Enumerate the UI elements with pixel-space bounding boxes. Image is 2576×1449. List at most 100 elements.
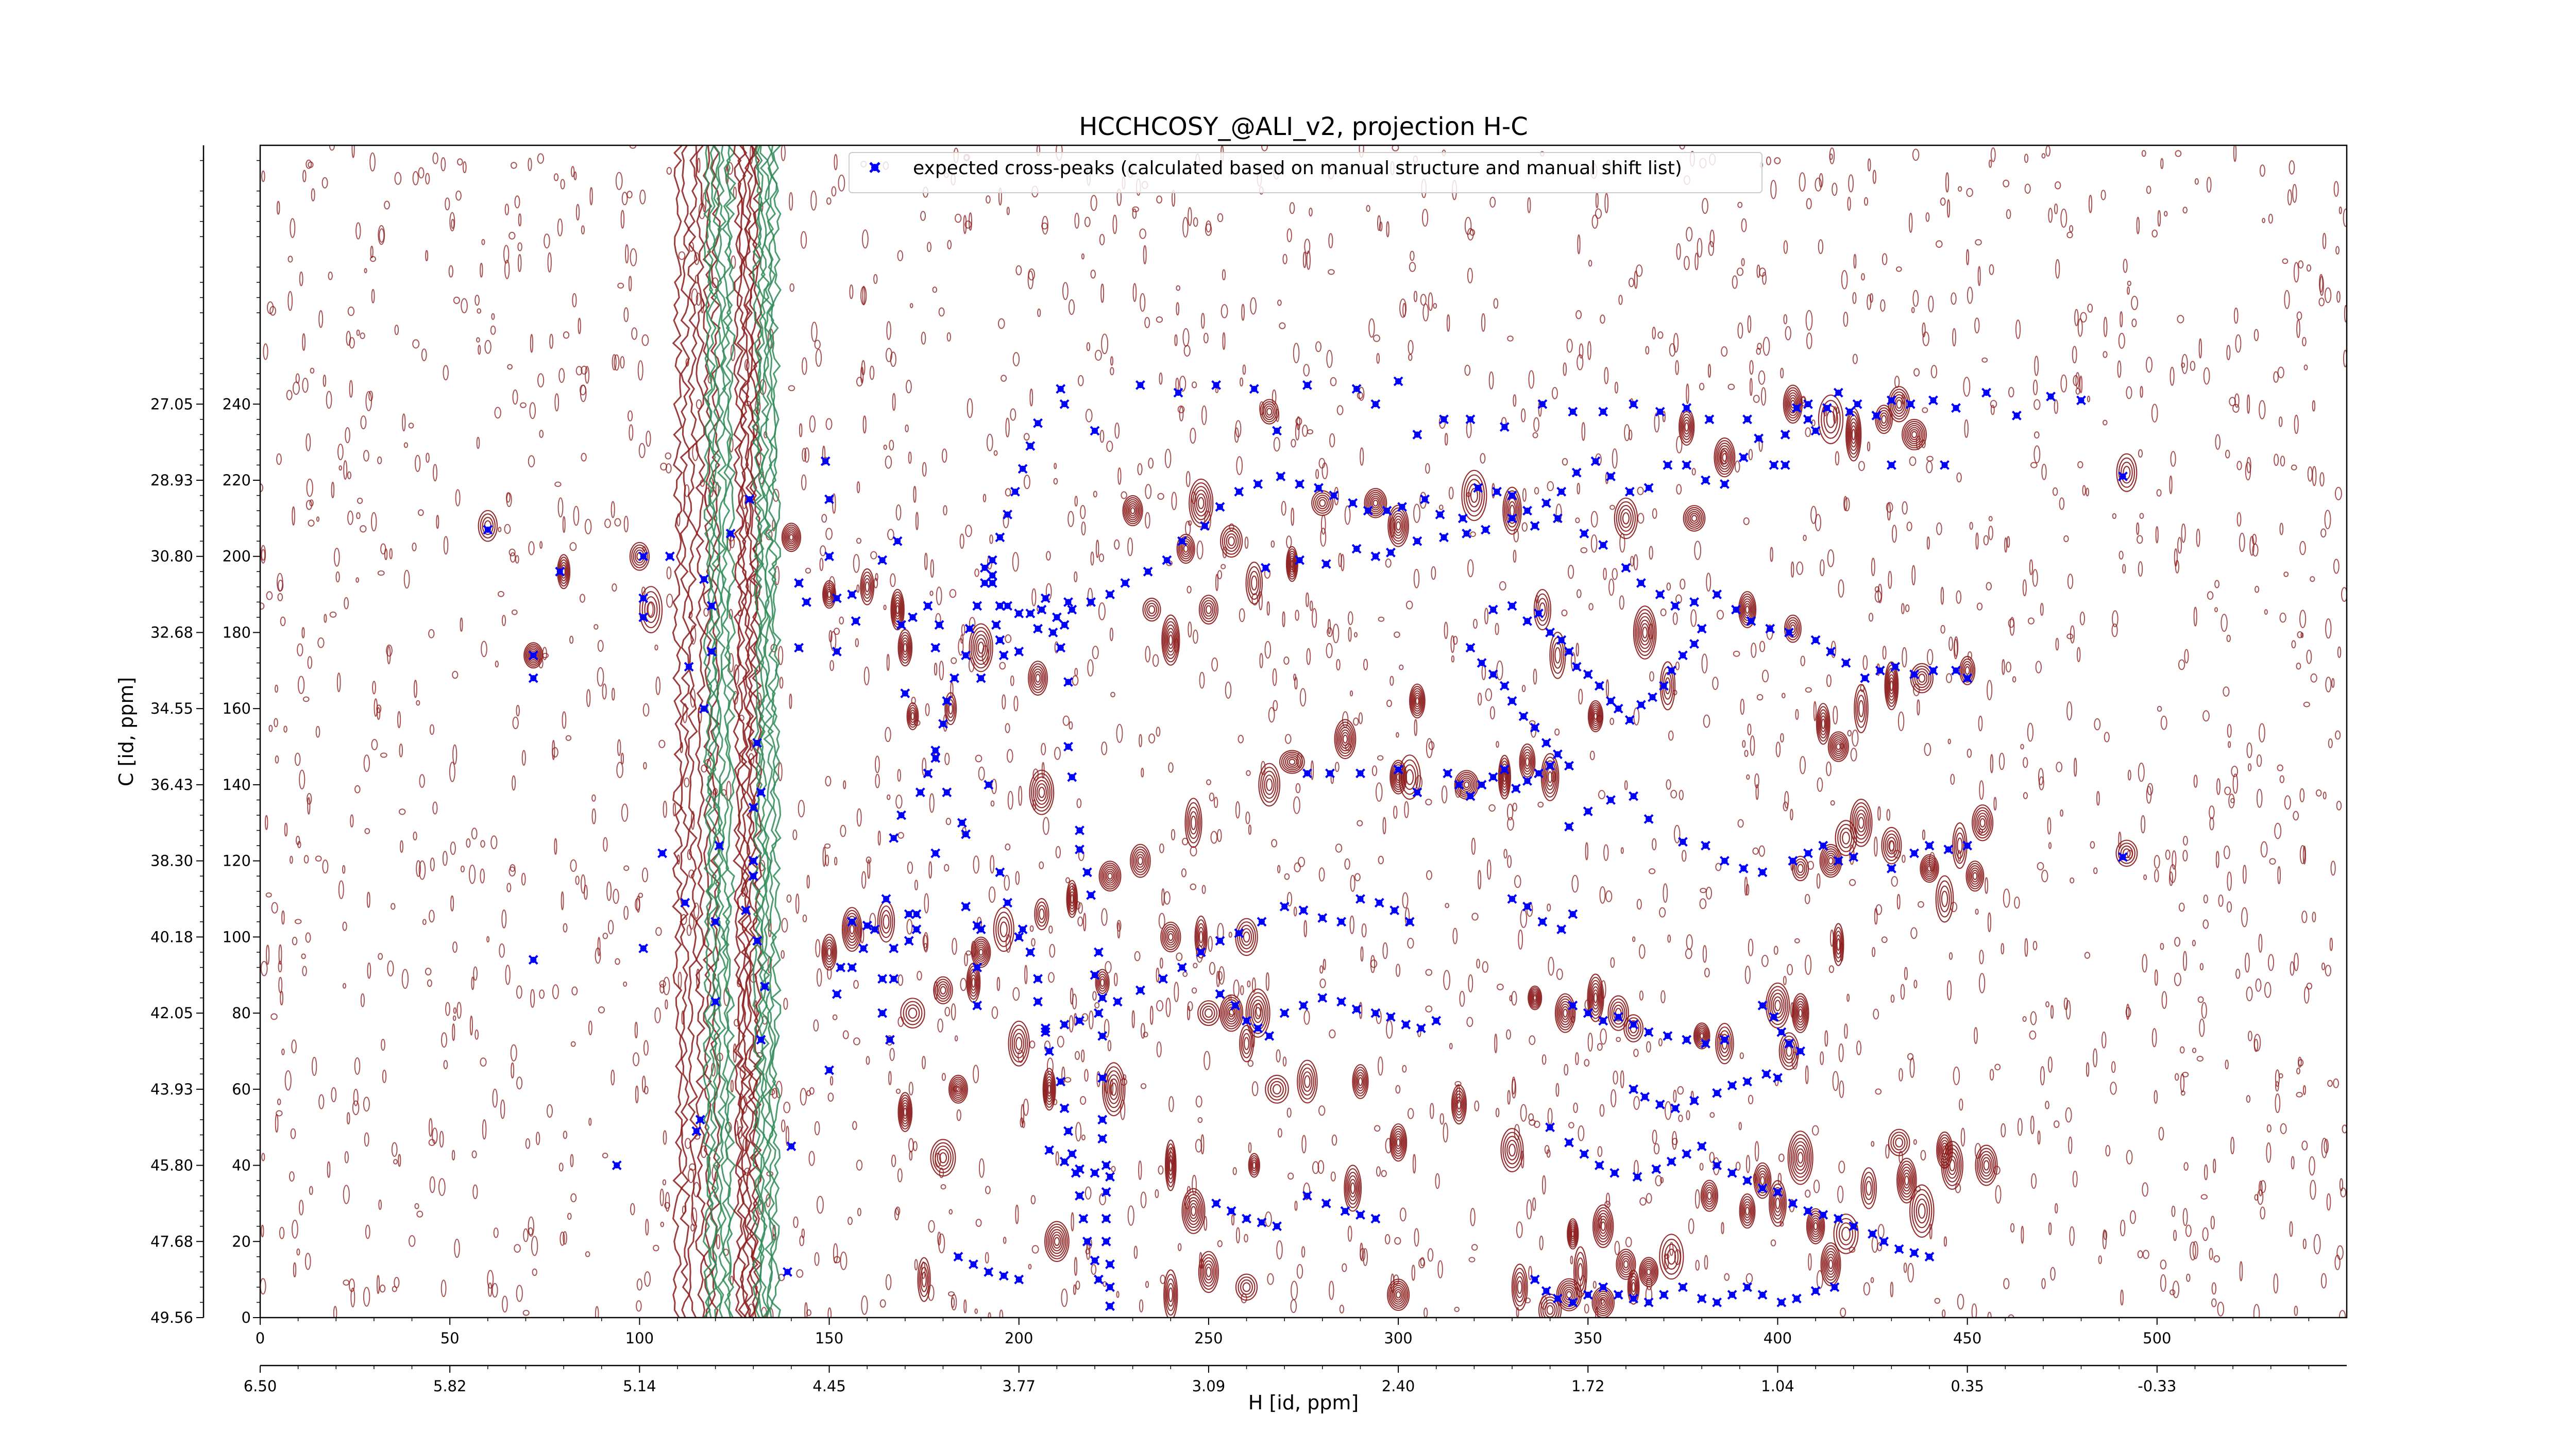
expected-cross-peak-dot — [1069, 1151, 1075, 1157]
peak-contour — [1537, 598, 1548, 621]
noise-contour — [1149, 1005, 1154, 1025]
noise-contour — [2017, 1118, 2023, 1136]
peak-contour — [1771, 992, 1785, 1018]
peak-contour — [1167, 1283, 1175, 1307]
peak-contour — [1793, 998, 1807, 1028]
noise-contour — [993, 450, 998, 456]
noise-contour — [2103, 316, 2108, 338]
noise-contour — [2262, 217, 2266, 224]
peak-contour — [997, 916, 1010, 942]
noise-contour — [792, 829, 798, 840]
peak-contour — [1167, 631, 1175, 649]
noise-contour — [495, 661, 499, 668]
noise-contour — [897, 832, 904, 839]
noise-contour — [1411, 1265, 1416, 1281]
noise-contour — [2160, 158, 2164, 170]
noise-contour — [416, 1210, 423, 1218]
peak-contour — [1941, 1141, 1963, 1190]
expected-cross-peak-dot — [1509, 896, 1515, 902]
noise-contour — [1358, 712, 1363, 724]
noise-contour — [1707, 364, 1711, 378]
noise-contour — [2279, 612, 2286, 623]
noise-contour — [360, 415, 367, 430]
noise-contour — [1217, 971, 1223, 981]
noise-contour — [629, 145, 636, 149]
expected-cross-peak-dot — [1235, 930, 1242, 936]
peak-contour — [1818, 394, 1844, 445]
noise-contour — [831, 186, 837, 197]
noise-contour — [1872, 170, 1876, 184]
expected-cross-peak-dot — [1547, 629, 1553, 636]
noise-contour — [563, 1231, 567, 1245]
peak-contour — [1797, 864, 1804, 873]
noise-contour — [1969, 521, 1973, 530]
peak-contour — [1167, 933, 1174, 941]
peak-contour — [1266, 408, 1273, 416]
noise-contour — [703, 608, 709, 617]
noise-contour — [2233, 145, 2237, 162]
noise-contour — [597, 937, 601, 956]
peak-contour — [1200, 597, 1217, 622]
noise-contour — [949, 589, 957, 598]
noise-contour — [1513, 529, 1519, 543]
noise-contour — [1948, 952, 1953, 960]
expected-cross-peak-dot — [1243, 1216, 1250, 1222]
noise-contour — [800, 231, 807, 249]
noise-contour — [1908, 212, 1913, 233]
noise-contour — [1020, 1117, 1024, 1128]
peak-contour — [1248, 1153, 1260, 1178]
peak-contour — [1589, 704, 1602, 729]
noise-contour — [1140, 293, 1146, 312]
noise-contour — [2076, 647, 2081, 663]
noise-contour — [342, 921, 347, 931]
expected-cross-peak-dot — [1611, 1170, 1618, 1176]
noise-contour — [1639, 944, 1646, 959]
peak-contour — [1132, 849, 1148, 873]
peak-contour — [1634, 609, 1655, 656]
noise-contour — [2217, 1302, 2225, 1317]
peak-contour — [1364, 487, 1387, 518]
peak-contour — [1038, 786, 1045, 798]
noise-contour — [1159, 372, 1163, 385]
noise-contour — [1816, 873, 1821, 889]
noise-contour — [1868, 613, 1874, 622]
noise-contour — [1349, 690, 1353, 697]
noise-contour — [825, 776, 832, 787]
peak-contour — [1528, 985, 1543, 1010]
noise-contour — [260, 602, 265, 610]
expected-cross-peak-dot — [1892, 663, 1899, 670]
peak-contour — [1513, 1268, 1527, 1307]
noise-contour — [531, 1236, 538, 1256]
noise-contour — [943, 505, 947, 516]
noise-contour — [2137, 535, 2143, 544]
noise-contour — [1168, 762, 1174, 773]
noise-contour — [964, 220, 972, 229]
peak-contour — [2121, 461, 2133, 484]
noise-contour — [1649, 671, 1654, 682]
noise-contour — [2060, 374, 2067, 393]
expected-cross-peak-dot — [1349, 500, 1356, 507]
noise-contour — [532, 1268, 537, 1276]
noise-contour — [425, 173, 430, 185]
noise-contour — [1307, 429, 1314, 434]
peak-contour — [1947, 1155, 1957, 1175]
peak-contour — [953, 1082, 963, 1097]
noise-contour — [1084, 216, 1091, 227]
peak-contour — [1164, 928, 1177, 946]
noise-contour — [1005, 417, 1010, 437]
peak-contour — [1896, 399, 1902, 409]
x-index-tick-label: 350 — [1574, 1329, 1602, 1347]
peak-contour — [1198, 931, 1204, 943]
noise-contour — [885, 1274, 892, 1290]
noise-contour — [2142, 1182, 2148, 1197]
peak-contour — [1530, 990, 1540, 1006]
noise-contour — [1414, 719, 1418, 736]
noise-contour — [364, 268, 367, 274]
peak-contour — [1756, 1168, 1769, 1194]
noise-contour — [571, 166, 575, 177]
noise-contour — [2253, 1304, 2260, 1318]
noise-contour — [1578, 688, 1583, 705]
noise-contour — [269, 306, 276, 316]
peak-contour — [1096, 971, 1109, 995]
expected-cross-peak-dot — [1748, 618, 1754, 625]
